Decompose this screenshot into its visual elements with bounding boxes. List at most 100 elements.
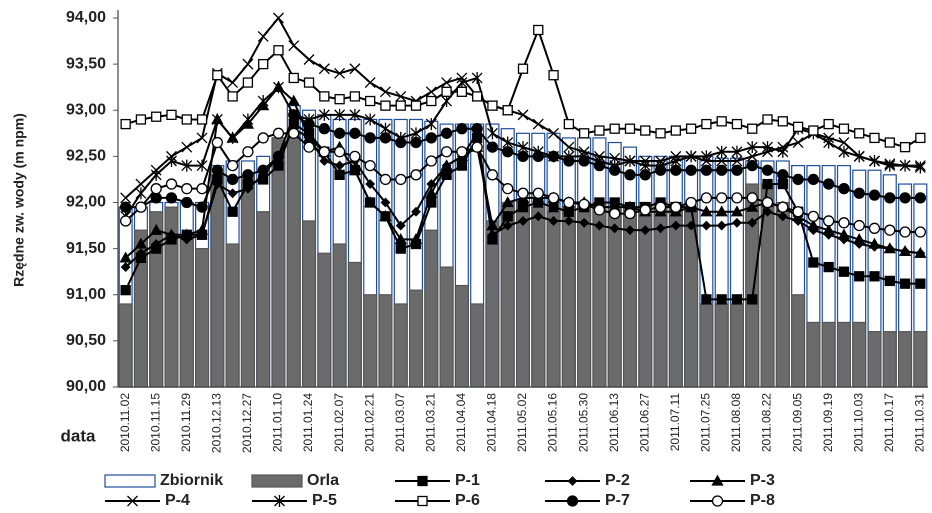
x-tick-label: 2011.03.07 <box>393 393 407 452</box>
marker <box>838 123 850 134</box>
marker <box>456 123 468 135</box>
marker <box>273 12 284 24</box>
marker <box>807 173 820 186</box>
marker <box>715 205 728 217</box>
marker <box>654 164 667 176</box>
marker <box>227 77 239 89</box>
marker <box>823 118 834 130</box>
marker <box>533 24 544 36</box>
marker <box>533 211 544 222</box>
marker <box>731 192 743 204</box>
bar <box>561 206 576 388</box>
y-tick-label: 92,00 <box>66 194 106 211</box>
marker <box>394 233 407 245</box>
bar <box>363 294 378 388</box>
marker <box>548 127 560 139</box>
bar <box>607 206 622 388</box>
marker <box>119 201 132 213</box>
marker <box>379 209 392 221</box>
marker <box>440 146 453 158</box>
marker <box>853 233 866 245</box>
marker <box>303 54 315 65</box>
marker <box>166 154 177 167</box>
marker <box>319 156 330 166</box>
bar <box>852 321 867 388</box>
marker <box>226 159 239 172</box>
y-tick-label: 93,50 <box>66 55 106 72</box>
marker <box>273 81 284 94</box>
marker <box>731 294 743 305</box>
marker <box>823 136 835 149</box>
marker <box>334 169 345 180</box>
marker <box>120 192 132 204</box>
legend-swatch <box>251 474 303 488</box>
marker <box>747 217 758 228</box>
marker <box>518 216 528 226</box>
marker <box>792 137 804 148</box>
marker <box>242 113 254 126</box>
marker <box>181 159 193 172</box>
marker <box>288 40 300 52</box>
marker <box>915 278 926 289</box>
y-tick-label: 94,00 <box>66 9 106 26</box>
y-tick-label: 91,50 <box>66 240 106 257</box>
bar <box>821 321 836 388</box>
marker <box>869 132 880 144</box>
marker <box>258 58 269 70</box>
legend-swatch <box>104 474 156 488</box>
marker <box>517 150 529 163</box>
marker <box>685 123 697 134</box>
marker <box>670 164 682 176</box>
marker <box>441 95 453 108</box>
x-tick-label: 2010.11.15 <box>148 393 162 452</box>
bar <box>515 201 531 388</box>
marker <box>868 189 881 201</box>
marker <box>716 164 728 176</box>
x-tick-label: 2011.05.16 <box>546 393 560 452</box>
marker <box>349 108 361 121</box>
marker <box>303 118 315 130</box>
marker <box>823 178 835 190</box>
marker <box>548 216 559 226</box>
marker <box>456 86 468 97</box>
x-tick-label: 2011.02.07 <box>332 393 346 452</box>
marker <box>303 141 315 153</box>
marker <box>151 111 162 122</box>
marker <box>747 294 758 305</box>
marker <box>716 155 728 167</box>
x-tick-label: 2011.06.13 <box>607 393 621 452</box>
bar <box>409 289 424 388</box>
bar <box>149 211 164 388</box>
legend-label: P-8 <box>750 492 775 509</box>
marker <box>487 100 498 111</box>
marker <box>578 155 590 167</box>
marker <box>502 183 514 195</box>
bar <box>225 243 240 388</box>
marker <box>578 128 590 139</box>
marker <box>914 161 926 174</box>
marker <box>884 159 896 172</box>
marker <box>593 204 606 216</box>
marker <box>747 123 758 134</box>
bar <box>867 331 882 388</box>
marker <box>273 45 284 56</box>
marker <box>731 155 743 167</box>
marker <box>822 223 835 235</box>
bar <box>302 220 317 388</box>
marker <box>899 141 911 153</box>
marker <box>517 187 529 199</box>
marker <box>639 169 651 181</box>
bar <box>913 331 928 388</box>
marker <box>854 128 865 139</box>
marker <box>196 132 208 144</box>
marker <box>456 160 468 171</box>
marker <box>136 248 146 259</box>
marker <box>181 196 193 209</box>
marker <box>915 132 926 144</box>
marker <box>242 146 254 158</box>
marker <box>410 136 422 149</box>
marker <box>532 150 544 163</box>
marker <box>700 192 713 204</box>
marker <box>532 187 544 199</box>
marker <box>471 141 483 153</box>
